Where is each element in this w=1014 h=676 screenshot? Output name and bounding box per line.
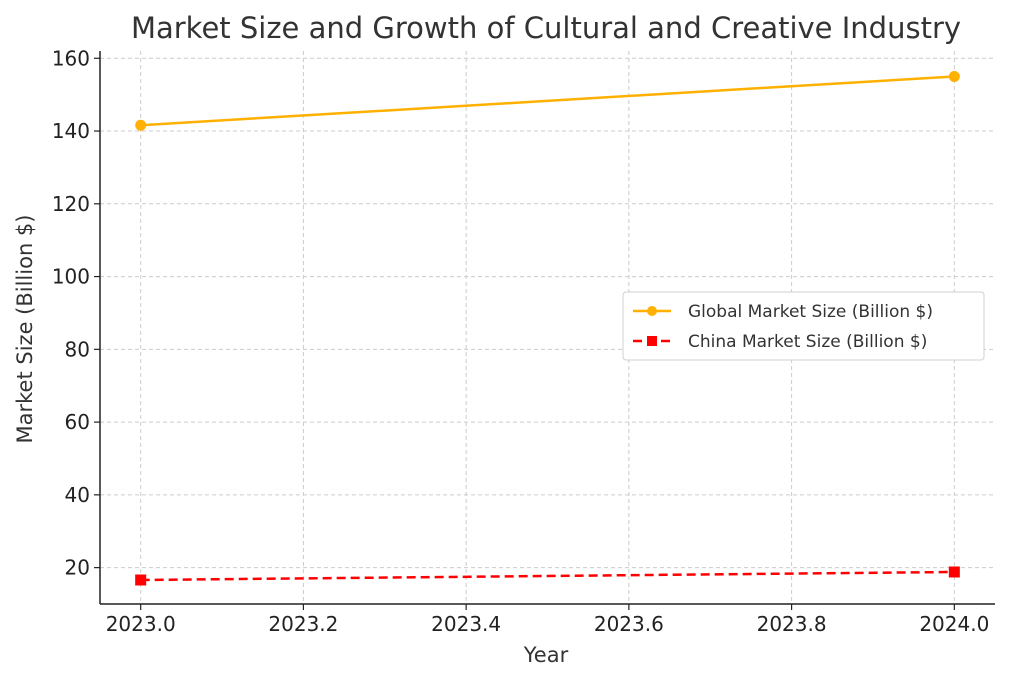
y-tick-label: 20 (65, 556, 90, 580)
data-point-china (948, 566, 960, 578)
axes: 2023.0 2023.2 2023.4 2023.6 2023.8 2024.0 20 40… (52, 46, 995, 636)
series-line-china (140, 570, 955, 582)
y-tick-label: 40 (65, 483, 90, 507)
legend-marker-global (647, 306, 657, 316)
data-point-global (135, 119, 147, 131)
data-point-china (135, 574, 147, 586)
y-axis-label: Market Size (Billion $) (13, 215, 37, 444)
legend-label-global: Global Market Size (Billion $) (688, 302, 933, 322)
x-tick-label: 2024.0 (919, 612, 989, 636)
legend: Global Market Size (Billion $) China Mark… (622, 291, 985, 361)
legend-label-china: China Market Size (Billion $) (688, 332, 927, 352)
series-line-global (140, 75, 955, 127)
legend-items: Global Market Size (Billion $) China Mark… (633, 302, 933, 352)
x-tick-label: 2023.2 (268, 612, 338, 636)
y-tick-label: 60 (65, 410, 90, 434)
y-tick-label: 100 (52, 265, 90, 289)
y-tick-label: 140 (52, 119, 90, 143)
legend-marker-china (647, 336, 657, 346)
x-tick-label: 2023.0 (106, 612, 176, 636)
legend-box (622, 291, 985, 361)
x-tick-label: 2023.6 (594, 612, 664, 636)
data-point-global (948, 70, 960, 82)
chart-title: Market Size and Growth of Cultural and C… (131, 11, 961, 45)
x-tick-label: 2023.4 (431, 612, 501, 636)
y-tick-label: 160 (52, 46, 90, 70)
grid-lines (100, 51, 995, 604)
x-tick-label: 2023.8 (757, 612, 827, 636)
y-tick-label: 120 (52, 192, 90, 216)
x-axis-label: Year (523, 643, 569, 667)
series-layer (135, 70, 960, 586)
y-tick-label: 80 (65, 337, 90, 361)
